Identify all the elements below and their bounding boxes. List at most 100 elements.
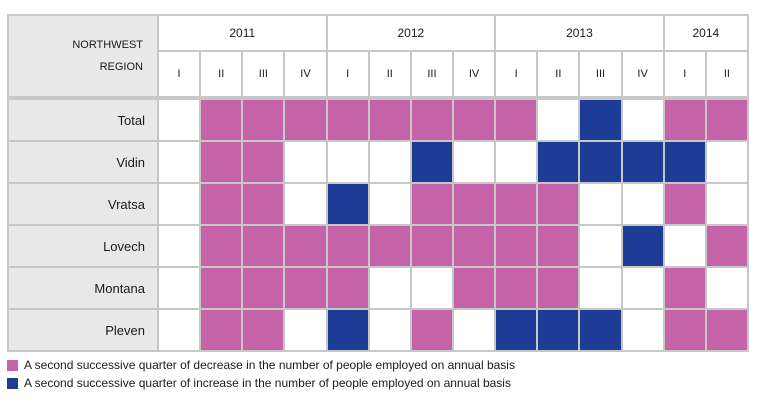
heatmap-cell xyxy=(243,268,284,308)
heatmap-cell xyxy=(664,142,705,182)
heatmap-cell xyxy=(496,142,537,182)
heatmap-cell xyxy=(201,310,242,350)
year-header: 2013 xyxy=(496,16,663,50)
heatmap-cell xyxy=(243,142,284,182)
heatmap-cell xyxy=(369,268,410,308)
heatmap-cell xyxy=(159,142,200,182)
heatmap-cell xyxy=(706,226,747,266)
heatmap-cell xyxy=(285,184,326,224)
heatmap-cell xyxy=(622,310,663,350)
heatmap-cell xyxy=(369,184,410,224)
heatmap-cell xyxy=(159,268,200,308)
region-header: NORTHWEST REGION xyxy=(9,16,157,96)
heatmap-cell xyxy=(285,268,326,308)
heatmap-cell xyxy=(327,268,368,308)
quarter-header: IV xyxy=(454,52,495,96)
region-header-line1: NORTHWEST xyxy=(72,39,143,51)
heatmap-cell xyxy=(327,184,368,224)
quarter-header: IV xyxy=(622,52,663,96)
quarter-header: I xyxy=(664,52,705,96)
heatmap-cell xyxy=(159,100,200,140)
heatmap-cell xyxy=(201,142,242,182)
heatmap-cell xyxy=(538,226,579,266)
quarter-header: I xyxy=(496,52,537,96)
heatmap-cell xyxy=(159,184,200,224)
heatmap-cell xyxy=(580,100,621,140)
heatmap-cell xyxy=(243,184,284,224)
heatmap-cell xyxy=(285,310,326,350)
heatmap-cell xyxy=(664,184,705,224)
heatmap-cell xyxy=(327,226,368,266)
heatmap-cell xyxy=(580,268,621,308)
heatmap-cell xyxy=(243,226,284,266)
heatmap-cell xyxy=(706,268,747,308)
heatmap-cell xyxy=(580,142,621,182)
quarter-header: II xyxy=(369,52,410,96)
quarter-header: II xyxy=(538,52,579,96)
row-label: Vidin xyxy=(9,142,157,182)
quarter-header: I xyxy=(159,52,200,96)
heatmap-cell xyxy=(454,142,495,182)
heatmap-cell xyxy=(327,142,368,182)
quarter-header: I xyxy=(327,52,368,96)
heatmap-cell xyxy=(496,310,537,350)
heatmap-cell xyxy=(538,310,579,350)
heatmap-cell xyxy=(538,268,579,308)
legend-item: A second successive quarter of decrease … xyxy=(7,356,749,374)
heatmap-cell xyxy=(664,226,705,266)
heatmap-cell xyxy=(580,310,621,350)
heatmap-cell xyxy=(496,100,537,140)
heatmap-cell xyxy=(411,142,452,182)
heatmap-cell xyxy=(454,100,495,140)
heatmap-cell xyxy=(454,268,495,308)
heatmap-cell xyxy=(622,100,663,140)
row-label: Pleven xyxy=(9,310,157,350)
heatmap-cell xyxy=(664,310,705,350)
quarter-header: III xyxy=(580,52,621,96)
legend-label: A second successive quarter of decrease … xyxy=(24,358,515,372)
heatmap-cell xyxy=(706,142,747,182)
legend: A second successive quarter of decrease … xyxy=(7,356,749,392)
heatmap-cell xyxy=(622,142,663,182)
heatmap-cell xyxy=(201,100,242,140)
heatmap-cell xyxy=(664,268,705,308)
row-label: Lovech xyxy=(9,226,157,266)
year-header: 2014 xyxy=(664,16,747,50)
heatmap-cell xyxy=(327,100,368,140)
legend-swatch xyxy=(7,359,18,371)
heatmap-cell xyxy=(538,184,579,224)
heatmap-cell xyxy=(411,100,452,140)
heatmap-grid: NORTHWEST REGION 2011 2012 2013 2014 I II III I… xyxy=(7,14,749,352)
year-header: 2011 xyxy=(159,16,326,50)
year-header: 2012 xyxy=(327,16,495,50)
heatmap-cell xyxy=(327,310,368,350)
quarter-header: IV xyxy=(285,52,326,96)
heatmap-cell xyxy=(496,226,537,266)
row-label: Total xyxy=(9,100,157,140)
heatmap-cell xyxy=(369,100,410,140)
legend-swatch xyxy=(7,377,18,389)
heatmap-cell xyxy=(243,100,284,140)
legend-label: A second successive quarter of increase … xyxy=(24,376,511,390)
heatmap-cell xyxy=(411,268,452,308)
heatmap-cell xyxy=(580,226,621,266)
heatmap-cell xyxy=(454,310,495,350)
heatmap-cell xyxy=(706,100,747,140)
heatmap-cell xyxy=(369,142,410,182)
heatmap-cell xyxy=(496,268,537,308)
heatmap-cell xyxy=(369,226,410,266)
heatmap-cell xyxy=(580,184,621,224)
region-header-line2: REGION xyxy=(99,61,143,73)
heatmap-cell xyxy=(159,226,200,266)
heatmap-cell xyxy=(285,226,326,266)
heatmap-cell xyxy=(369,310,410,350)
heatmap-cell xyxy=(622,226,663,266)
heatmap-cell xyxy=(664,100,705,140)
heatmap-cell xyxy=(538,142,579,182)
quarter-header: III xyxy=(411,52,452,96)
heatmap-cell xyxy=(411,184,452,224)
heatmap-cell xyxy=(706,184,747,224)
heatmap-cell xyxy=(454,226,495,266)
quarter-header: III xyxy=(243,52,284,96)
heatmap-cell xyxy=(538,100,579,140)
